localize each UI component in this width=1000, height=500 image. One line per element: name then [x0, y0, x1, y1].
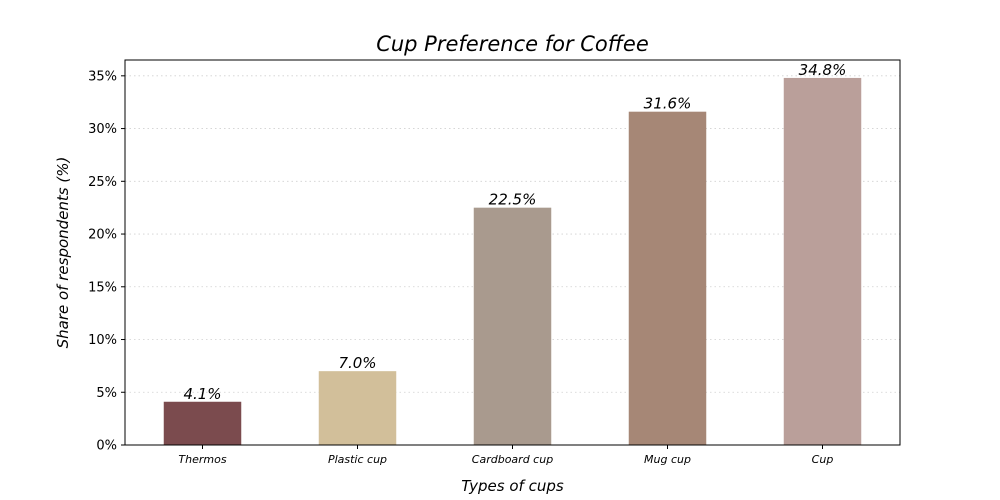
- y-tick-label: 0%: [96, 439, 117, 454]
- x-tick-label: Thermos: [178, 453, 226, 466]
- bar-cardboard-cup: [473, 207, 552, 445]
- data-label: 7.0%: [338, 354, 376, 372]
- data-label: 22.5%: [489, 191, 537, 209]
- x-tick-label: Mug cup: [644, 453, 691, 466]
- x-axis-ticks: Thermos Plastic cup Cardboard cup Mug cup Cu…: [178, 445, 833, 466]
- y-tick-label: 30%: [88, 122, 117, 137]
- y-tick-label: 25%: [88, 175, 117, 190]
- y-axis-ticks: 0% 5% 10% 15% 20% 25% 30% 35%: [88, 69, 125, 454]
- y-tick-label: 10%: [88, 333, 117, 348]
- bar-cup: [783, 77, 862, 445]
- x-tick-label: Cup: [812, 453, 834, 466]
- x-tick-label: Cardboard cup: [472, 453, 553, 466]
- bar-plastic-cup: [318, 371, 397, 445]
- data-label: 4.1%: [183, 385, 221, 403]
- x-tick-label: Plastic cup: [328, 453, 387, 466]
- bar-mug-cup: [628, 111, 707, 445]
- data-labels: 4.1% 7.0% 22.5% 31.6% 34.8%: [183, 61, 846, 403]
- y-tick-label: 35%: [88, 69, 117, 84]
- data-label: 31.6%: [644, 95, 692, 113]
- bar-thermos: [163, 401, 242, 445]
- bars: [163, 77, 862, 445]
- y-tick-label: 5%: [96, 386, 117, 401]
- y-tick-label: 15%: [88, 280, 117, 295]
- chart-title: Cup Preference for Coffee: [376, 32, 649, 56]
- data-label: 34.8%: [799, 61, 847, 79]
- y-tick-label: 20%: [88, 228, 117, 243]
- y-axis-label: Share of respondents (%): [54, 157, 72, 349]
- x-axis-label: Types of cups: [461, 477, 564, 495]
